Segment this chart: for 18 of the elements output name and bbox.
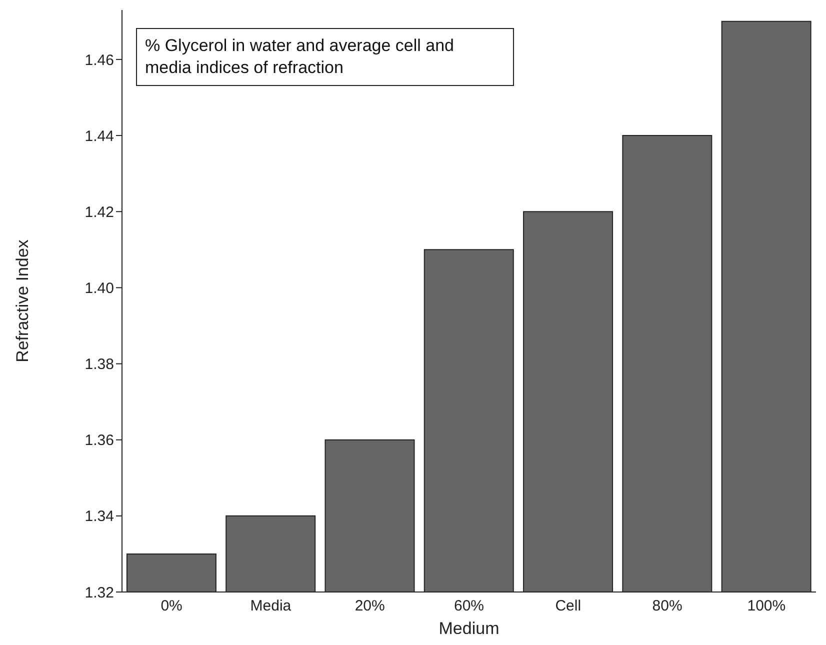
title-box: % Glycerol in water and average cell and media indices of refraction xyxy=(136,28,514,86)
x-tick-label: 20% xyxy=(354,598,385,615)
y-tick-label: 1.38 xyxy=(84,356,114,374)
y-tick-label: 1.42 xyxy=(84,204,114,221)
x-tick-label: Cell xyxy=(555,598,582,615)
y-tick-label: 1.46 xyxy=(84,52,114,69)
x-tick-label: 80% xyxy=(652,598,682,615)
x-axis-title: Medium xyxy=(438,619,500,638)
y-axis-title: Refractive Index xyxy=(13,239,32,362)
y-tick-label: 1.32 xyxy=(84,584,114,602)
y-tick-label: 1.34 xyxy=(84,508,114,526)
x-tick-label: Media xyxy=(250,598,292,615)
y-tick-label: 1.40 xyxy=(84,280,114,298)
x-tick-label: 60% xyxy=(454,598,484,615)
x-tick-label: 0% xyxy=(160,598,182,615)
y-tick-label: 1.44 xyxy=(84,128,114,145)
y-tick-label: 1.36 xyxy=(84,432,114,450)
x-tick-label: 100% xyxy=(747,598,786,615)
